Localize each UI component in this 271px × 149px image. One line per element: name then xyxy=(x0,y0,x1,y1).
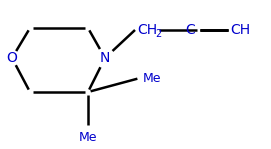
Text: 2: 2 xyxy=(155,29,161,39)
Text: C: C xyxy=(185,23,195,37)
Text: N: N xyxy=(100,51,110,65)
Text: CH: CH xyxy=(230,23,250,37)
Text: O: O xyxy=(7,51,17,65)
Text: Me: Me xyxy=(143,72,162,84)
Text: CH: CH xyxy=(137,23,157,37)
Text: Me: Me xyxy=(79,131,97,144)
